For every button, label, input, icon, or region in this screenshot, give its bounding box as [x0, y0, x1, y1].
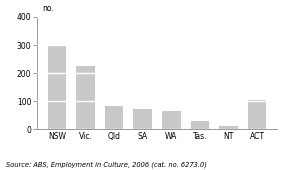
Bar	[76, 66, 95, 129]
Bar	[162, 111, 181, 129]
Bar	[105, 106, 123, 129]
Bar	[48, 45, 66, 129]
Text: no.: no.	[43, 4, 54, 13]
Bar	[219, 126, 238, 129]
Bar	[248, 100, 266, 129]
Bar	[134, 109, 152, 129]
Bar	[191, 121, 209, 129]
Text: Source: ABS, Employment in Culture, 2006 (cat. no. 6273.0): Source: ABS, Employment in Culture, 2006…	[6, 162, 207, 168]
